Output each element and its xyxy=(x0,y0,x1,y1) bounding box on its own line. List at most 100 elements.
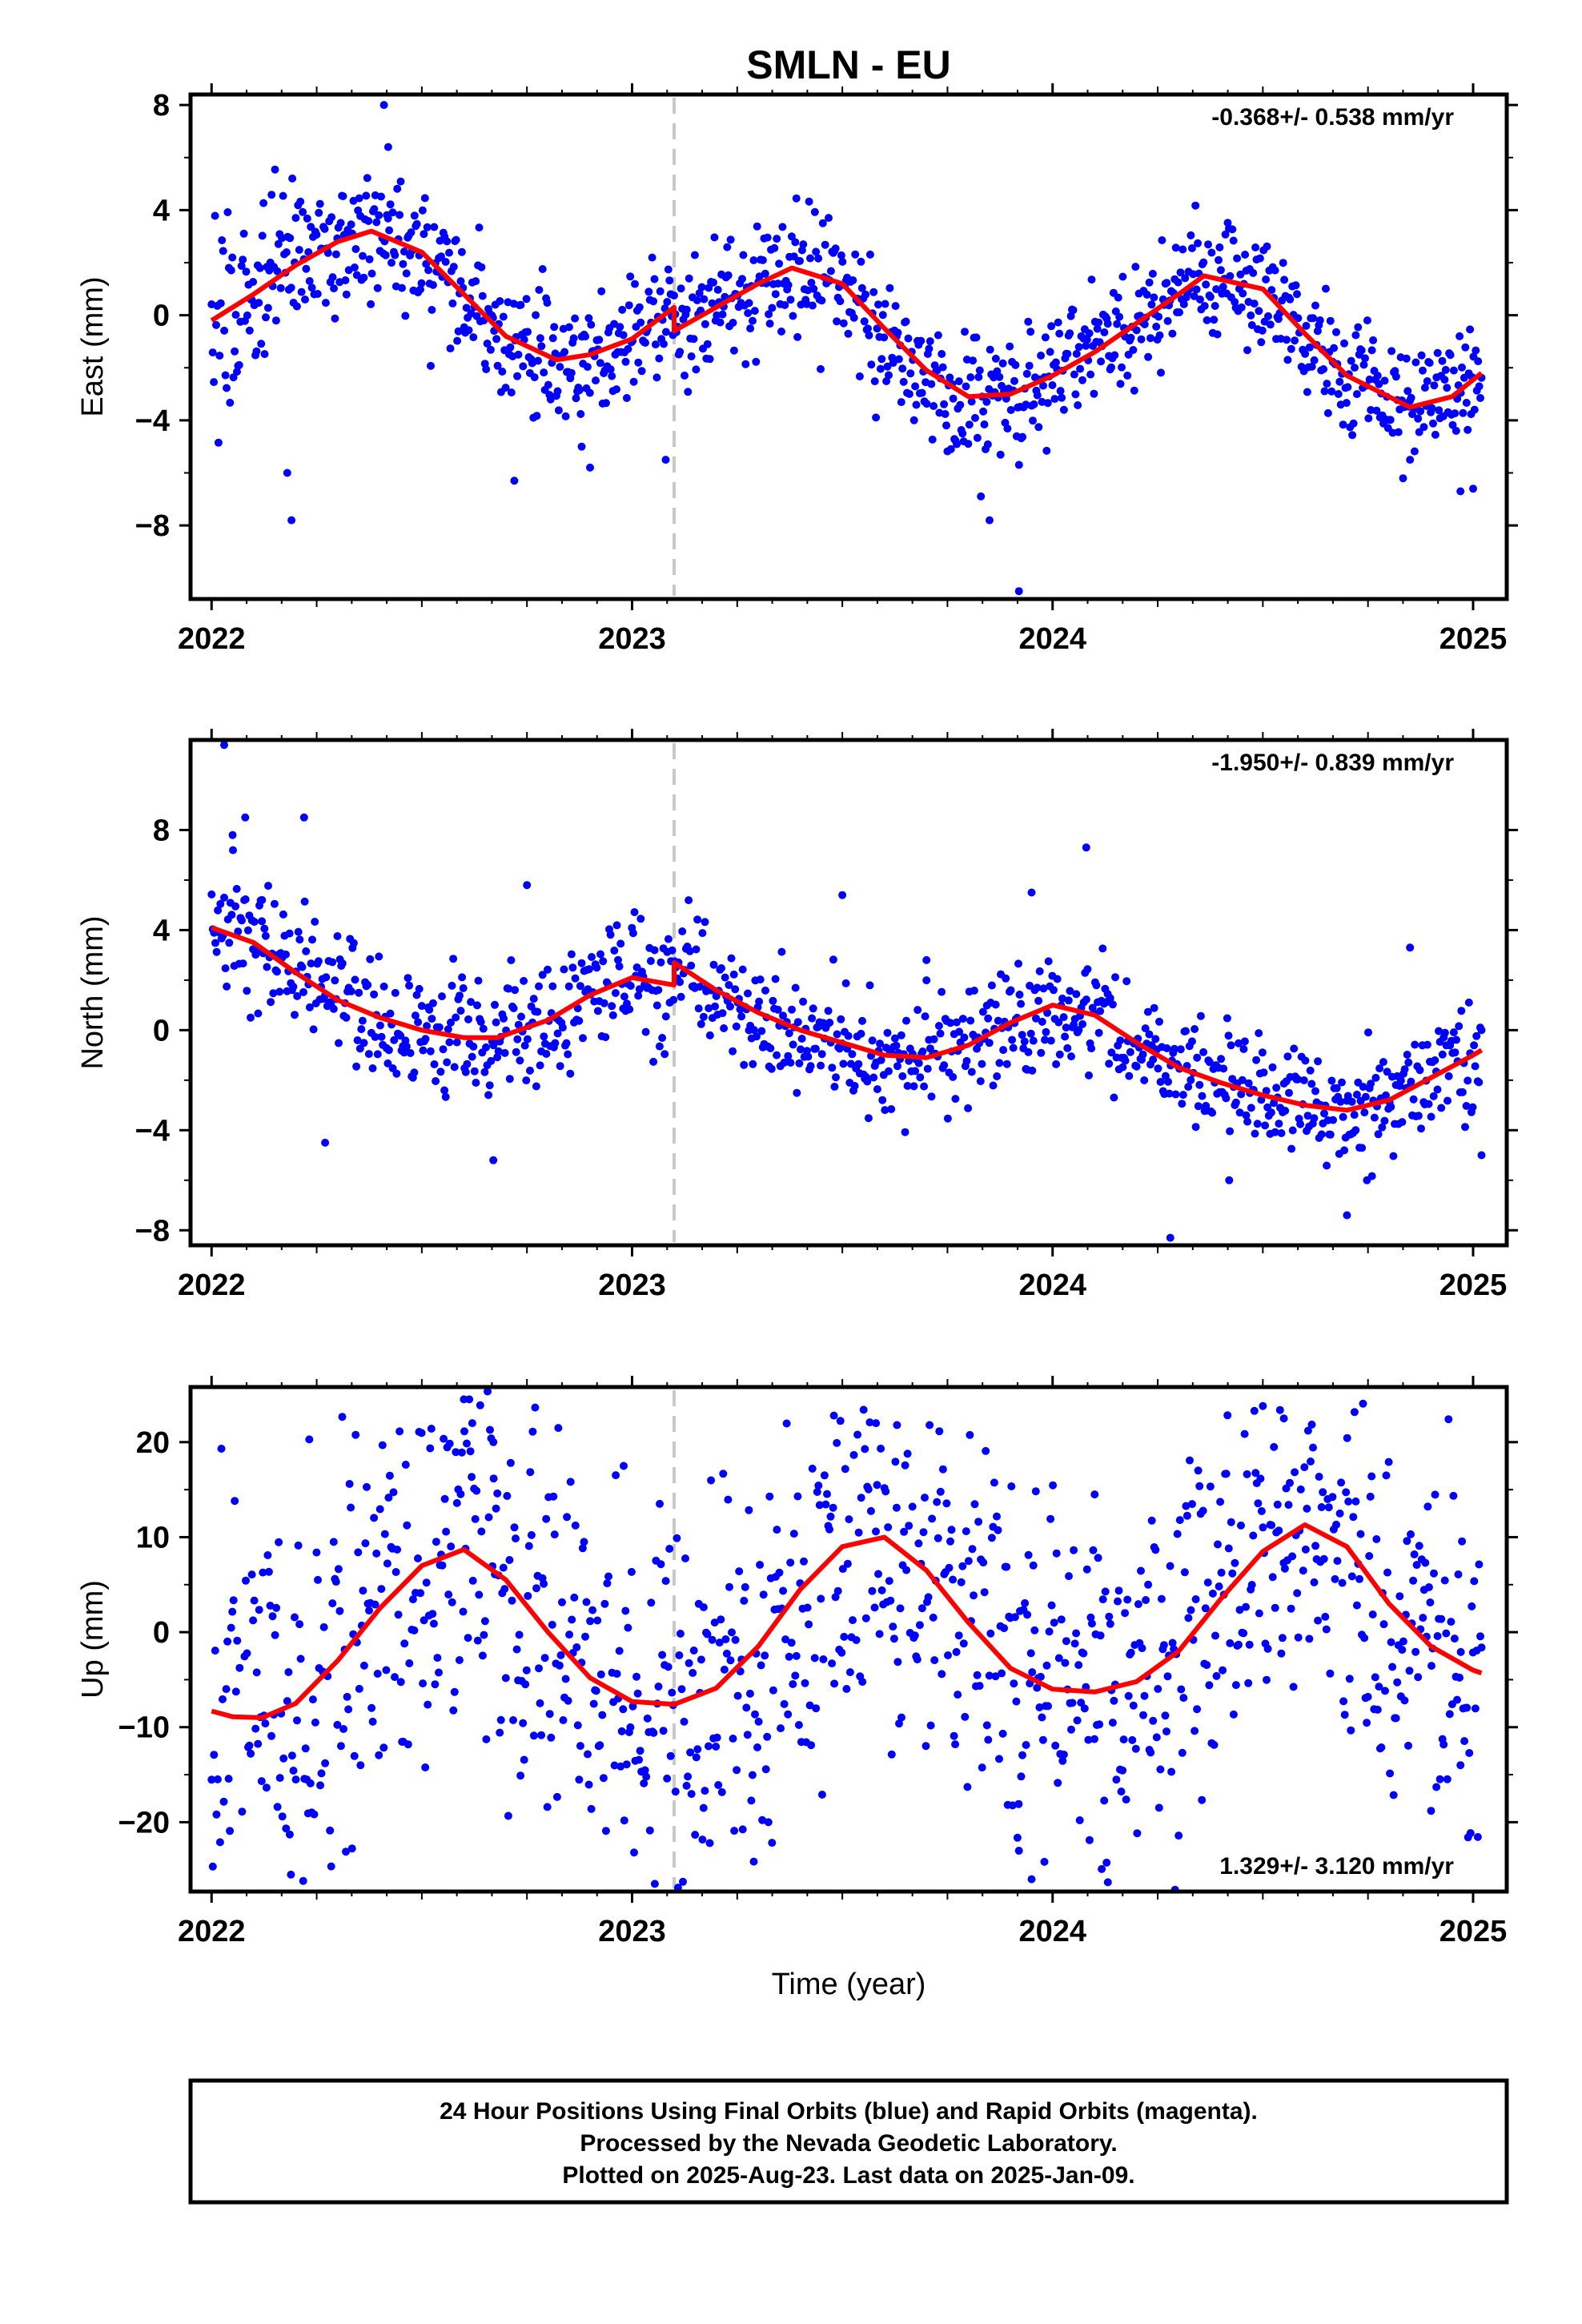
data-point xyxy=(368,1717,377,1726)
data-point xyxy=(1150,1003,1158,1012)
data-point xyxy=(1328,1493,1337,1502)
data-point xyxy=(255,1606,263,1614)
data-point xyxy=(1266,320,1275,329)
data-point xyxy=(1451,1048,1460,1057)
data-point xyxy=(984,1014,993,1023)
data-point xyxy=(903,1449,912,1458)
data-point xyxy=(1379,1620,1388,1629)
data-point xyxy=(964,1557,973,1566)
data-point xyxy=(1223,1411,1232,1420)
data-point xyxy=(621,357,630,366)
data-point xyxy=(1395,1592,1404,1601)
data-point xyxy=(1327,1076,1336,1085)
data-point xyxy=(379,1743,388,1752)
data-point xyxy=(355,1044,364,1053)
data-point xyxy=(1433,348,1442,357)
data-point xyxy=(890,1034,899,1043)
data-point xyxy=(448,299,457,308)
data-point xyxy=(407,1359,415,1367)
data-point xyxy=(1010,1679,1018,1688)
data-point xyxy=(958,429,967,438)
data-point xyxy=(1368,1610,1377,1618)
data-point xyxy=(1429,419,1437,428)
data-point xyxy=(487,1056,496,1065)
data-point xyxy=(643,1714,652,1723)
data-point xyxy=(748,1771,757,1779)
data-point xyxy=(1047,1601,1056,1610)
data-point xyxy=(724,271,733,279)
data-point xyxy=(1289,1683,1298,1691)
data-point xyxy=(232,885,241,893)
data-point xyxy=(701,918,709,927)
data-point xyxy=(1087,1044,1096,1053)
data-point xyxy=(263,304,272,312)
data-point xyxy=(628,929,637,938)
data-point xyxy=(836,297,845,306)
data-point xyxy=(1387,347,1396,356)
data-point xyxy=(770,243,779,252)
data-point xyxy=(540,1654,549,1663)
data-point xyxy=(866,1506,875,1515)
data-point xyxy=(567,368,576,377)
data-point xyxy=(207,1775,216,1784)
data-point xyxy=(287,516,296,525)
data-point xyxy=(817,1791,826,1799)
data-point xyxy=(249,278,258,286)
data-point xyxy=(708,299,717,308)
data-point xyxy=(1411,1040,1419,1049)
data-point xyxy=(464,1015,472,1023)
data-point xyxy=(1054,1779,1062,1787)
y-axis-title: North (mm) xyxy=(76,915,110,1069)
data-point xyxy=(603,1579,612,1588)
data-point xyxy=(423,223,432,231)
data-point xyxy=(564,323,573,332)
data-point xyxy=(309,1025,318,1034)
data-point xyxy=(1096,1007,1105,1015)
data-point xyxy=(1389,1152,1398,1160)
data-point xyxy=(336,219,345,227)
data-point xyxy=(224,1775,233,1783)
data-point xyxy=(637,367,646,376)
data-point xyxy=(896,1604,905,1613)
data-point xyxy=(1270,1442,1279,1451)
data-point xyxy=(892,1041,901,1050)
data-point xyxy=(365,1606,373,1615)
data-point xyxy=(998,359,1007,368)
data-point xyxy=(406,1049,415,1057)
data-point xyxy=(926,1044,934,1053)
data-point xyxy=(528,1427,537,1436)
data-point xyxy=(1281,1107,1290,1115)
data-point xyxy=(1027,1875,1036,1884)
data-point xyxy=(396,1427,404,1436)
data-point xyxy=(378,1441,387,1449)
data-point xyxy=(1050,395,1059,404)
data-point xyxy=(786,1558,795,1567)
data-point xyxy=(1105,1059,1114,1068)
data-point xyxy=(377,1032,386,1041)
data-point xyxy=(616,1762,625,1771)
data-point xyxy=(1314,1057,1323,1066)
data-point xyxy=(593,1007,602,1015)
data-point xyxy=(1137,335,1146,344)
data-point xyxy=(211,211,219,220)
data-point xyxy=(922,400,931,408)
data-point xyxy=(343,1692,351,1701)
data-point xyxy=(1375,1064,1384,1073)
data-point xyxy=(749,1059,757,1068)
data-point xyxy=(375,952,383,961)
data-point xyxy=(460,1395,468,1404)
data-point xyxy=(797,1035,806,1043)
data-point xyxy=(449,263,458,271)
data-point xyxy=(655,354,664,363)
data-point xyxy=(1038,1713,1046,1722)
data-point xyxy=(722,1649,731,1658)
data-point xyxy=(1105,1612,1114,1621)
data-point xyxy=(333,1720,342,1729)
x-axis-title: Time (year) xyxy=(772,1968,926,2001)
data-point xyxy=(891,1458,900,1466)
data-point xyxy=(333,932,342,940)
data-point xyxy=(1435,1775,1444,1783)
data-point xyxy=(852,1636,861,1644)
data-point xyxy=(1443,384,1452,392)
data-point xyxy=(396,1678,405,1687)
